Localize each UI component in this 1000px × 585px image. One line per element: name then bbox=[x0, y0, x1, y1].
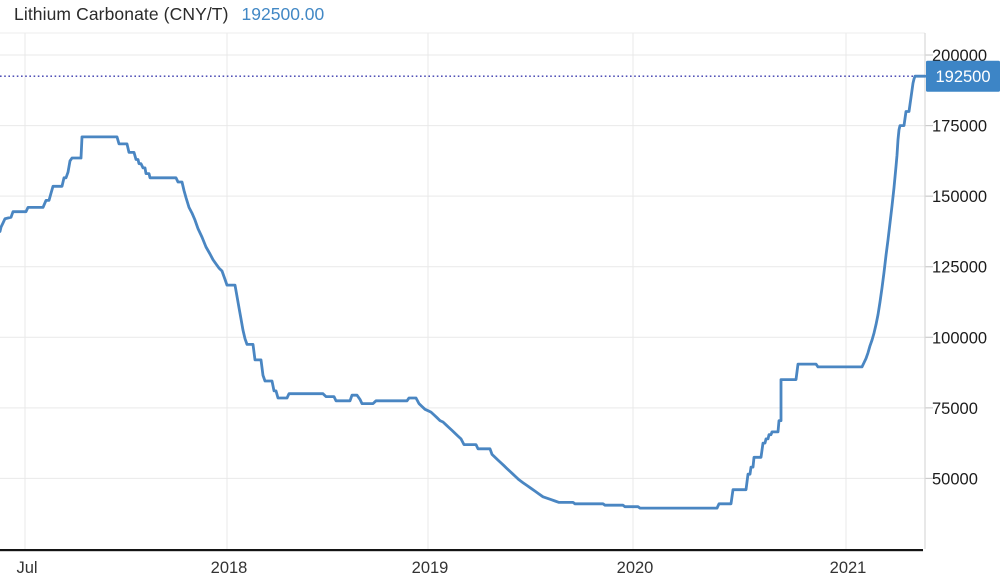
current-value-badge bbox=[926, 60, 1000, 92]
y-tick-label: 200000 bbox=[932, 47, 987, 65]
x-tick-label: 2018 bbox=[211, 559, 248, 577]
y-tick-label: 100000 bbox=[932, 329, 987, 347]
x-tick-label: 2020 bbox=[617, 559, 654, 577]
current-value-badge-text: 192500 bbox=[935, 68, 990, 86]
x-axis-line bbox=[0, 549, 923, 552]
chart-title: Lithium Carbonate (CNY/T) bbox=[14, 4, 229, 24]
y-tick-label: 150000 bbox=[932, 188, 987, 206]
chart-current-price: 192500.00 bbox=[241, 4, 325, 24]
x-tick-label: 2019 bbox=[412, 559, 449, 577]
y-tick-label: 125000 bbox=[932, 259, 987, 277]
x-tick-label: 2021 bbox=[830, 559, 867, 577]
y-tick-label: 175000 bbox=[932, 118, 987, 136]
y-tick-label: 75000 bbox=[932, 400, 978, 418]
chart-header: Lithium Carbonate (CNY/T) 192500.00 bbox=[14, 4, 324, 25]
y-tick-label: 50000 bbox=[932, 470, 978, 488]
price-line-series bbox=[0, 74, 927, 510]
x-tick-label: Jul bbox=[16, 559, 37, 577]
